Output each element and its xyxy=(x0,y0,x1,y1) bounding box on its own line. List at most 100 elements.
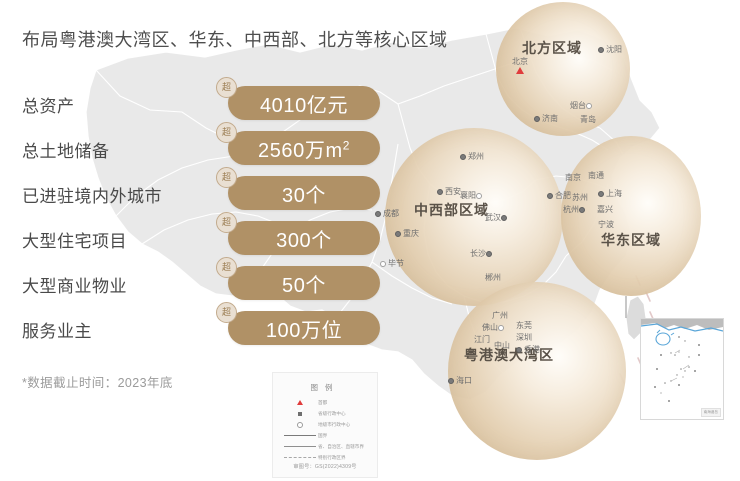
legend-row: 特别行政区界 xyxy=(282,452,371,463)
city-marker-ningbo: 宁波 xyxy=(598,220,614,229)
legend-row-label: 地级市行政中心 xyxy=(318,421,351,427)
stat-pill[interactable]: 2560万m2 xyxy=(228,131,380,165)
city-marker-beijing: 北京 xyxy=(512,57,528,74)
national-border-line-icon xyxy=(282,435,318,436)
city-marker-dongguan: 东莞 xyxy=(516,321,532,330)
stat-value: 4010亿元 xyxy=(259,94,349,117)
stat-pill-wrap: 超 100万位 xyxy=(216,302,380,345)
stat-row: 大型商业物业 超 50个 xyxy=(0,257,400,309)
stat-label: 大型住宅项目 xyxy=(22,232,127,251)
stat-value-superscript: 2 xyxy=(342,137,351,152)
legend-row-label: 国界 xyxy=(318,432,328,438)
super-badge: 超 xyxy=(216,212,237,233)
city-marker-changsha: 长沙 xyxy=(470,248,494,259)
city-marker-suzhou: 苏州 xyxy=(572,193,588,202)
city-marker-nantong: 南通 xyxy=(588,171,604,180)
legend-row: 地级市行政中心 xyxy=(282,419,371,430)
city-marker-chongqing: 重庆 xyxy=(395,228,419,239)
stat-row: 总土地储备 超 2560万m2 xyxy=(0,122,400,174)
region-label-central: 中西部区域 xyxy=(414,202,489,218)
region-label-east: 华东区域 xyxy=(601,232,661,248)
map-approval-number: 审图号：GS(2022)4309号 xyxy=(293,464,357,470)
region-label-north: 北方区域 xyxy=(522,40,582,56)
stat-pill-wrap: 超 300个 xyxy=(216,212,380,255)
stat-pill-wrap: 超 2560万m2 xyxy=(216,122,380,165)
map-legend: 图例 首都 省级行政中心 地级市行政中心 国界 省、自治区、直辖市界 xyxy=(272,372,378,478)
south-china-sea-inset: 南海诸岛 xyxy=(640,318,724,420)
stat-pill[interactable]: 50个 xyxy=(228,266,380,300)
city-marker-haikou: 海口 xyxy=(448,375,472,386)
city-marker-zhongshan: 中山 xyxy=(494,341,510,350)
city-marker-wuhan: 武汉 xyxy=(485,212,509,223)
city-marker-jiangmen: 江门 xyxy=(474,335,490,344)
region-bubble-east[interactable] xyxy=(561,136,701,296)
legend-row: 首都 xyxy=(282,397,371,408)
city-marker-zhengzhou: 郑州 xyxy=(460,151,484,162)
province-border-line-icon xyxy=(282,446,318,447)
data-cutoff-footnote: *数据截止时间：2023年底 xyxy=(22,376,173,390)
stat-pill[interactable]: 300个 xyxy=(228,221,380,255)
city-marker-shenzhen: 深圳 xyxy=(516,333,532,342)
stat-label: 服务业主 xyxy=(22,322,92,341)
city-marker-jinan: 济南 xyxy=(534,113,558,124)
city-marker-nanjing: 南京 xyxy=(565,173,581,182)
stat-pill[interactable]: 4010亿元 xyxy=(228,86,380,120)
stat-label: 大型商业物业 xyxy=(22,277,127,296)
stat-label: 总资产 xyxy=(22,97,75,116)
legend-row-label: 省级行政中心 xyxy=(318,410,346,416)
stat-value: 100万位 xyxy=(265,319,343,342)
city-marker-shanghai: 上海 xyxy=(598,188,622,199)
stat-row: 已进驻境内外城市 超 30个 xyxy=(0,167,400,219)
super-badge: 超 xyxy=(216,167,237,188)
stat-row: 服务业主 超 100万位 xyxy=(0,302,400,354)
legend-row-label: 省、自治区、直辖市界 xyxy=(318,443,364,449)
city-marker-xiangyang: 襄阳 xyxy=(460,190,484,201)
stat-label: 总土地储备 xyxy=(22,142,110,161)
city-marker-shenyang: 沈阳 xyxy=(598,44,622,55)
legend-rows: 首都 省级行政中心 地级市行政中心 国界 省、自治区、直辖市界 特别行政区界 xyxy=(282,397,371,463)
province-square-icon xyxy=(282,411,318,416)
capital-star-icon xyxy=(282,400,318,405)
stat-row: 大型住宅项目 超 300个 xyxy=(0,212,400,264)
legend-row: 省、自治区、直辖市界 xyxy=(282,441,371,452)
city-marker-hongkong: 香港 xyxy=(516,344,540,355)
south-china-sea-inset-svg xyxy=(641,319,723,419)
stat-pill-wrap: 超 50个 xyxy=(216,257,380,300)
special-region-line-icon xyxy=(282,457,318,458)
legend-row-label: 特别行政区界 xyxy=(318,454,346,460)
legend-title: 图例 xyxy=(310,383,340,392)
legend-row: 省级行政中心 xyxy=(282,408,371,419)
stat-pill-wrap: 超 30个 xyxy=(216,167,380,210)
city-marker-xian: 西安 xyxy=(437,186,461,197)
stat-pill[interactable]: 100万位 xyxy=(228,311,380,345)
super-badge: 超 xyxy=(216,257,237,278)
stat-value: 50个 xyxy=(281,274,327,297)
stat-pill[interactable]: 30个 xyxy=(228,176,380,210)
city-marker-guangzhou: 广州 xyxy=(492,311,508,320)
region-bubble-central[interactable] xyxy=(385,128,563,306)
inset-label: 南海诸岛 xyxy=(700,408,721,417)
city-marker-chengdu: 成都 xyxy=(375,208,399,219)
stat-pill-wrap: 超 4010亿元 xyxy=(216,77,380,120)
city-marker-hangzhou: 杭州 xyxy=(563,204,587,215)
region-label-bay: 粤港澳大湾区 xyxy=(464,347,554,363)
stats-list: 总资产 超 4010亿元 总土地储备 超 2560万m2 已进驻境内外城市 超 xyxy=(0,77,400,354)
region-bubble-bay[interactable] xyxy=(448,282,626,460)
stat-label: 已进驻境内外城市 xyxy=(22,187,162,206)
city-marker-foshan: 佛山 xyxy=(482,322,506,333)
stat-value: 30个 xyxy=(281,184,327,207)
city-marker-hefei: 合肥 xyxy=(547,190,571,201)
city-marker-chenzhou: 郴州 xyxy=(485,273,501,282)
stat-value: 2560万m2 xyxy=(257,137,351,162)
super-badge: 超 xyxy=(216,77,237,98)
prefecture-circle-icon xyxy=(282,421,318,428)
city-marker-yantai: 烟台 xyxy=(570,100,594,111)
super-badge: 超 xyxy=(216,122,237,143)
legend-row-label: 首都 xyxy=(318,399,328,405)
legend-row: 国界 xyxy=(282,430,371,441)
super-badge: 超 xyxy=(216,302,237,323)
map-scale-tick xyxy=(625,296,627,318)
city-marker-qingdao: 青岛 xyxy=(580,115,596,124)
stat-value: 300个 xyxy=(276,229,332,252)
